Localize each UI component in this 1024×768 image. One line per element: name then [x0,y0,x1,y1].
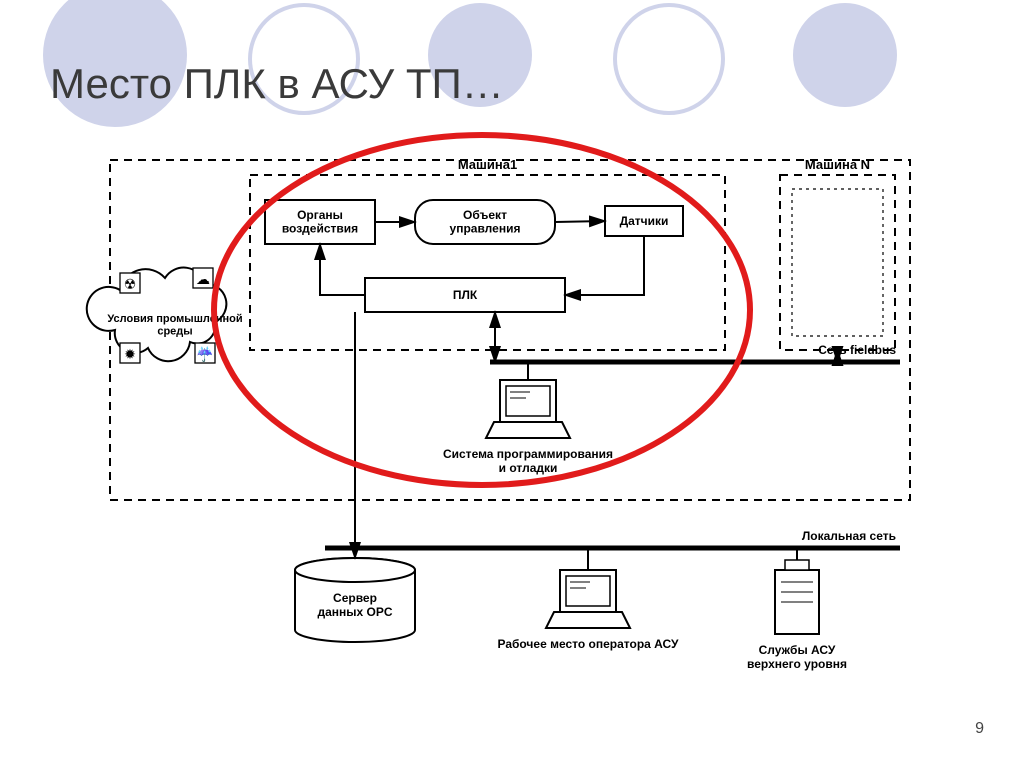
svg-text:Сеть fieldbus: Сеть fieldbus [818,343,896,357]
svg-text:Локальная сеть: Локальная сеть [802,529,896,543]
svg-text:☁: ☁ [196,271,210,287]
svg-text:☔: ☔ [196,345,213,363]
slide: { "slide": { "title": "Место ПЛК в АСУ Т… [0,0,1024,768]
svg-text:✹: ✹ [124,346,136,362]
svg-text:Службы АСУверхнего уровня: Службы АСУверхнего уровня [747,643,847,671]
svg-text:Машина1: Машина1 [458,157,517,172]
svg-text:☢: ☢ [124,276,137,292]
svg-text:ПЛК: ПЛК [453,288,478,302]
svg-text:Машина N: Машина N [805,157,870,172]
svg-text:Датчики: Датчики [620,214,669,228]
svg-text:Рабочее место оператора АСУ: Рабочее место оператора АСУ [497,637,679,651]
diagram: Машина1Машина NОрганывоздействияОбъектуп… [0,0,1024,768]
